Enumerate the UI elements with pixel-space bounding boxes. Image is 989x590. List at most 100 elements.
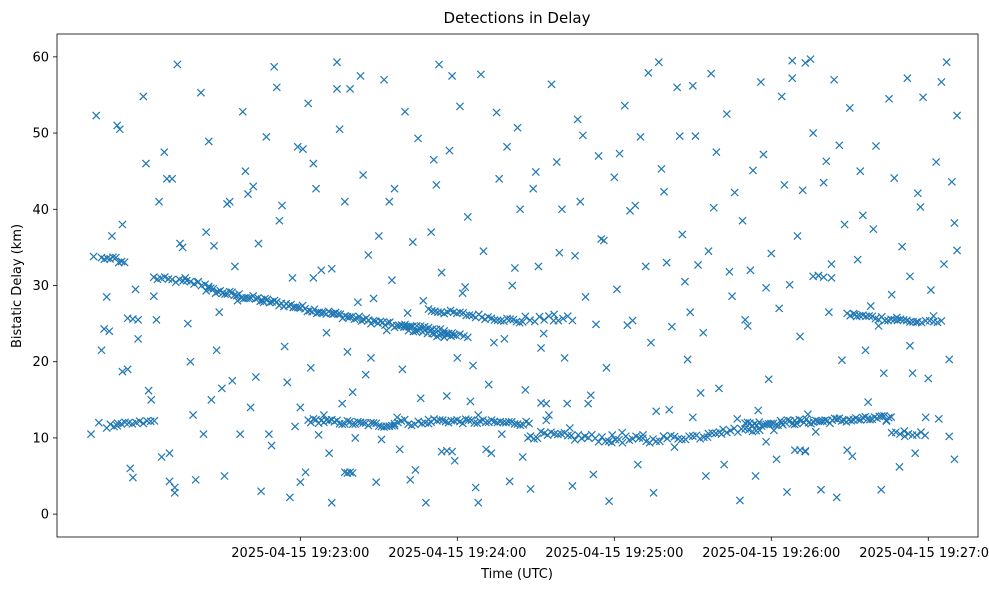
detection-point — [921, 431, 930, 440]
detection-point — [874, 321, 883, 330]
detection-point — [601, 437, 610, 446]
y-tick-label: 30 — [32, 279, 49, 294]
detection-point — [709, 203, 718, 212]
detection-point — [463, 333, 472, 342]
detection-point — [338, 420, 347, 429]
detection-point — [455, 308, 464, 317]
detection-point — [947, 177, 956, 186]
detection-point — [803, 410, 812, 419]
detection-point — [746, 266, 755, 275]
detection-point — [757, 422, 766, 431]
detection-point — [186, 277, 195, 286]
detection-point — [395, 445, 404, 454]
x-axis: 2025-04-15 19:23:00 2025-04-15 19:24:00 20… — [231, 537, 989, 561]
detection-point — [524, 419, 534, 428]
detection-point — [317, 308, 326, 317]
chart-title: Detections in Delay — [444, 9, 591, 27]
detection-point — [196, 88, 205, 97]
detection-point — [293, 303, 303, 312]
detection-point — [293, 142, 302, 151]
detection-point — [785, 280, 794, 289]
detection-point — [243, 190, 253, 199]
detection-point — [535, 312, 544, 321]
detection-point — [840, 220, 849, 229]
detection-point — [194, 277, 203, 286]
detection-point — [945, 355, 954, 364]
detection-point — [885, 94, 894, 103]
detection-point — [147, 395, 156, 404]
y-tick-label: 50 — [32, 127, 49, 142]
detection-point — [476, 70, 485, 79]
detection-point — [215, 308, 224, 317]
detection-point — [123, 365, 132, 374]
detection-point — [359, 418, 368, 427]
detection-point — [953, 111, 962, 120]
detection-point — [506, 315, 515, 324]
detection-point — [605, 497, 614, 506]
detection-point — [178, 243, 187, 252]
detection-point — [128, 473, 137, 482]
detection-point — [139, 419, 148, 428]
detection-point — [220, 290, 230, 299]
detection-point — [416, 394, 425, 403]
detection-point — [359, 170, 368, 180]
detection-point — [675, 132, 684, 141]
detection-point — [649, 488, 658, 497]
detection-point — [382, 326, 391, 335]
detection-point — [809, 129, 818, 138]
detection-point — [816, 485, 826, 494]
detection-point — [832, 414, 841, 424]
detection-point — [856, 167, 865, 176]
detection-point — [376, 317, 385, 326]
detection-point — [937, 316, 946, 325]
detection-point — [769, 426, 778, 435]
detection-point — [111, 253, 120, 262]
detection-point — [186, 357, 195, 366]
detection-point — [338, 399, 347, 408]
detection-point — [288, 273, 297, 282]
detection-point — [217, 384, 226, 393]
detection-point — [861, 346, 870, 355]
detection-point — [848, 452, 857, 461]
detection-point — [461, 282, 470, 292]
detection-point — [275, 216, 284, 225]
detection-point — [858, 211, 867, 220]
detection-point — [265, 298, 274, 307]
detection-point — [730, 188, 739, 197]
detection-point — [427, 228, 436, 237]
detection-point — [814, 271, 823, 280]
detection-point — [880, 411, 889, 420]
detection-point — [160, 148, 169, 157]
detection-point — [544, 411, 553, 420]
detection-point — [898, 242, 907, 251]
detection-point — [670, 432, 679, 441]
detection-point — [165, 477, 174, 486]
detection-point — [942, 58, 951, 67]
detection-point — [479, 247, 488, 256]
detection-point — [523, 433, 532, 442]
detection-point — [754, 406, 763, 415]
detection-point — [659, 432, 668, 441]
detection-point — [113, 421, 122, 430]
detection-point — [497, 430, 506, 439]
detection-point — [861, 312, 871, 321]
y-tick-label: 0 — [41, 508, 49, 523]
detection-point — [685, 432, 694, 441]
detection-point — [563, 399, 572, 408]
detection-point — [400, 320, 410, 329]
detection-point — [264, 430, 273, 439]
detection-point — [327, 264, 336, 273]
detection-point — [199, 430, 208, 439]
detection-point — [722, 109, 731, 119]
detection-point — [118, 220, 127, 229]
detection-point — [343, 416, 352, 425]
detection-point — [688, 413, 697, 422]
detection-point — [608, 431, 617, 440]
detection-point — [330, 309, 339, 318]
detection-point — [223, 199, 232, 208]
detection-point — [743, 321, 752, 330]
detection-point — [100, 324, 109, 333]
detection-point — [547, 80, 556, 89]
detection-point — [296, 403, 305, 412]
detection-point — [141, 159, 150, 168]
